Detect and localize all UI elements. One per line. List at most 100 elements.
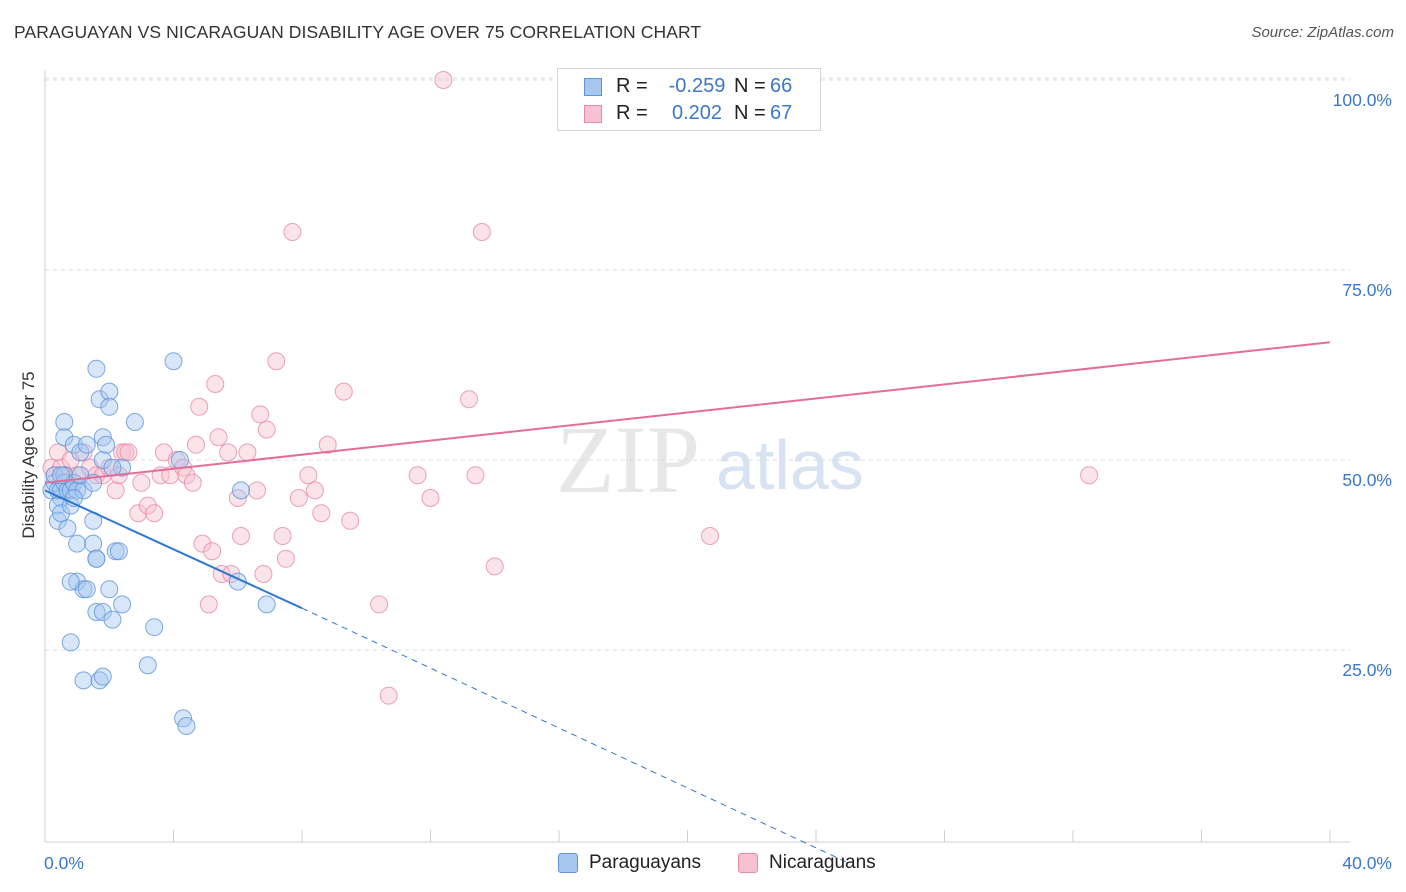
paraguayans-trend-line xyxy=(44,489,303,610)
paraguayan-point xyxy=(103,610,122,629)
paraguayan-point xyxy=(113,458,132,477)
paraguayan-point xyxy=(74,671,93,690)
grid xyxy=(45,77,1350,651)
paraguayan-point xyxy=(90,390,109,409)
legend-label-paraguayans: Paraguayans xyxy=(589,852,701,873)
nicaraguan-point xyxy=(472,223,491,241)
legend-n-label: N = xyxy=(734,102,766,124)
nicaraguan-point xyxy=(145,504,164,523)
x-tick-label-max: 40.0% xyxy=(1342,853,1392,873)
nicaraguan-point xyxy=(257,420,276,439)
nicaraguan-point xyxy=(273,527,292,545)
nicaraguan-point xyxy=(334,382,353,401)
axis-labels: 25.0% 50.0% 75.0% 100.0% 0.0% 40.0% Disability… xyxy=(19,90,1392,873)
nicaraguan-point xyxy=(183,473,202,492)
paraguayan-point xyxy=(87,549,106,568)
nicaraguan-point xyxy=(283,223,302,241)
correlation-legend: R = -0.259 N = 66 R = 0.202 N = 67 xyxy=(557,68,821,131)
nicaraguan-point xyxy=(206,375,225,393)
paraguayan-point xyxy=(77,435,96,454)
nicaraguan-point xyxy=(190,397,209,416)
nicaraguan-point xyxy=(209,428,228,447)
paraguayan-point xyxy=(45,466,64,485)
paraguayan-point xyxy=(87,359,106,378)
paraguayan-point xyxy=(257,595,276,614)
paraguayan-point xyxy=(170,451,189,469)
legend-swatch-paraguayans xyxy=(584,78,602,96)
x-tick-label-min: 0.0% xyxy=(44,853,84,873)
legend-swatch-nicaraguans xyxy=(584,105,602,123)
paraguayan-point xyxy=(64,435,83,454)
nicaraguan-point xyxy=(203,542,222,561)
nicaraguan-point xyxy=(132,473,151,492)
nicaraguan-point xyxy=(129,504,148,523)
nicaraguan-point xyxy=(199,595,218,614)
legend-n-label: N = xyxy=(734,75,766,97)
chart-title: PARAGUAYAN VS NICARAGUAN DISABILITY AGE … xyxy=(14,22,702,42)
paraguayan-point xyxy=(113,595,132,614)
nicaraguan-point xyxy=(193,534,212,553)
paraguayan-point xyxy=(138,656,157,675)
paraguayan-point xyxy=(77,580,96,599)
paraguayan-point xyxy=(58,519,77,538)
chart-source: Source: ZipAtlas.com xyxy=(1251,24,1394,41)
nicaraguan-point xyxy=(232,527,250,545)
paraguayan-point xyxy=(84,534,103,553)
nicaraguan-point xyxy=(318,435,337,454)
nicaraguan-point xyxy=(254,565,273,583)
paraguayans-points xyxy=(42,352,276,735)
nicaraguan-point xyxy=(187,435,205,454)
nicaraguan-point xyxy=(299,466,318,485)
trend-lines xyxy=(44,341,1331,864)
paraguayan-point xyxy=(52,466,71,485)
nicaraguan-point xyxy=(341,511,360,530)
paraguayan-point xyxy=(93,667,112,686)
nicaraguan-point xyxy=(434,71,453,89)
paraguayans-trend-extension xyxy=(301,607,849,864)
nicaraguan-point xyxy=(119,443,138,462)
nicaraguan-point xyxy=(379,686,398,705)
nicaraguan-point xyxy=(106,481,125,500)
legend-r-value: -0.259 xyxy=(668,75,726,97)
nicaraguan-point xyxy=(466,466,485,485)
nicaraguan-point xyxy=(312,504,331,523)
nicaraguan-point xyxy=(305,481,324,500)
paraguayan-point xyxy=(164,352,183,371)
legend-n-value: 66 xyxy=(770,75,793,97)
paraguayan-point xyxy=(87,603,106,621)
paraguayan-point xyxy=(55,428,74,447)
paraguayan-point xyxy=(71,443,90,462)
y-tick-label: 50.0% xyxy=(1342,470,1392,490)
nicaraguan-point xyxy=(251,405,270,424)
nicaraguans-trend-line xyxy=(44,341,1331,484)
legend-r-value: 0.202 xyxy=(671,102,723,124)
paraguayan-point xyxy=(125,413,144,431)
paraguayan-point xyxy=(61,633,80,652)
nicaraguan-point xyxy=(701,527,719,545)
y-tick-label: 25.0% xyxy=(1342,660,1392,680)
nicaraguan-point xyxy=(485,557,504,576)
nicaraguan-point xyxy=(219,443,238,462)
nicaraguan-point xyxy=(138,496,157,515)
watermark: ZIP atlas xyxy=(556,406,864,513)
nicaraguan-point xyxy=(460,390,478,409)
nicaraguans-points xyxy=(42,71,1099,705)
y-axis-label: Disability Age Over 75 xyxy=(19,371,38,538)
paraguayan-point xyxy=(103,458,122,477)
paraguayan-point xyxy=(145,618,164,637)
nicaraguan-point xyxy=(248,481,266,500)
paraguayan-point xyxy=(68,534,87,553)
nicaraguan-point xyxy=(1080,466,1099,485)
paraguayan-point xyxy=(177,717,196,735)
legend-r-label: R = xyxy=(616,102,648,124)
legend-swatch-paraguayans xyxy=(558,853,578,873)
legend-label-nicaraguans: Nicaraguans xyxy=(769,852,876,873)
paraguayan-point xyxy=(93,603,112,621)
legend-r-label: R = xyxy=(616,75,648,97)
paraguayan-point xyxy=(52,504,71,523)
paraguayan-point xyxy=(55,413,74,431)
paraguayan-point xyxy=(232,481,250,500)
paraguayan-point xyxy=(61,572,80,591)
paraguayan-point xyxy=(68,572,87,591)
nicaraguan-point xyxy=(370,595,389,614)
